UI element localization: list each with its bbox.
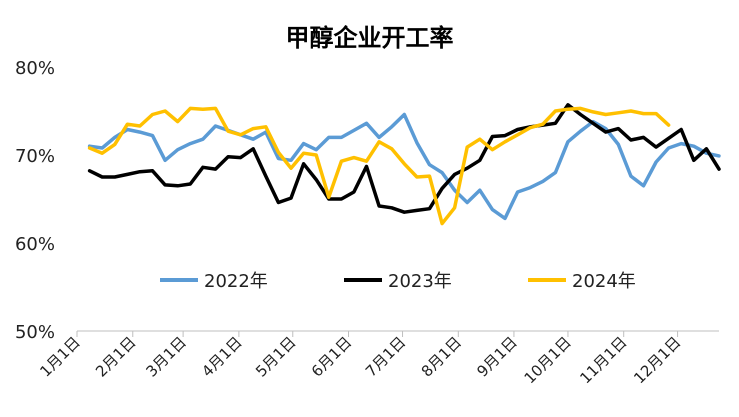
series-line-1 (87, 103, 721, 214)
x-tick-label: 4月1日 (198, 333, 245, 380)
y-tick-label: 70% (15, 146, 55, 167)
y-axis: 50% 60% 70% 80% (15, 58, 55, 343)
y-tick-label: 80% (15, 58, 55, 79)
x-tick-label: 2月1日 (92, 333, 139, 380)
x-tick-label: 12月1日 (630, 333, 684, 387)
x-axis: 1月1日 2月1日 3月1日 4月1日 5月1日 6月1日 7月1日 8月1日 9月1日 10月1… (36, 330, 719, 387)
legend: 2022年 2023年 2024年 (160, 271, 636, 292)
x-tick-label: 6月1日 (308, 333, 355, 380)
x-tick-label: 3月1日 (143, 333, 190, 380)
series-layer (87, 103, 721, 226)
legend-label-2: 2024年 (572, 271, 636, 292)
y-tick-label: 50% (15, 322, 55, 343)
x-tick-label: 9月1日 (473, 333, 520, 380)
x-tick-label: 8月1日 (418, 333, 465, 380)
series-line-0 (87, 112, 721, 221)
x-tick-label: 11月1日 (576, 333, 630, 387)
x-tick-label: 7月1日 (362, 333, 409, 380)
series-line-2 (87, 106, 671, 226)
chart-title: 甲醇企业开工率 (286, 24, 454, 52)
x-tick-label: 10月1日 (521, 333, 575, 387)
y-tick-label: 60% (15, 234, 55, 255)
x-tick-label: 5月1日 (252, 333, 299, 380)
legend-label-0: 2022年 (204, 271, 268, 292)
legend-label-1: 2023年 (388, 271, 452, 292)
